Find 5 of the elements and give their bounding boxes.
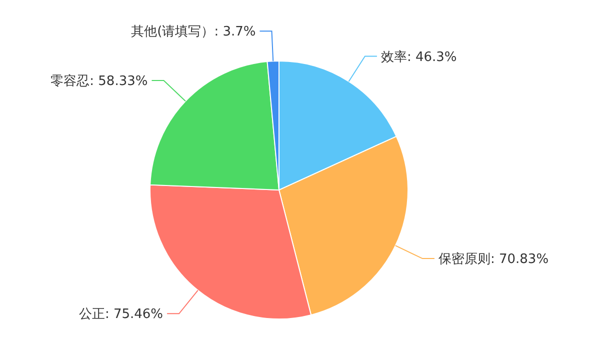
slice-label: 效率: 46.3% [380, 48, 457, 65]
slice-label: 保密原则: 70.83% [438, 252, 549, 268]
slice-label: 其他(请填写）: 3.7% [131, 24, 256, 40]
slice-label: 零容忍: 58.33% [50, 73, 148, 90]
slice-label: 公正: 75.46% [78, 307, 164, 322]
